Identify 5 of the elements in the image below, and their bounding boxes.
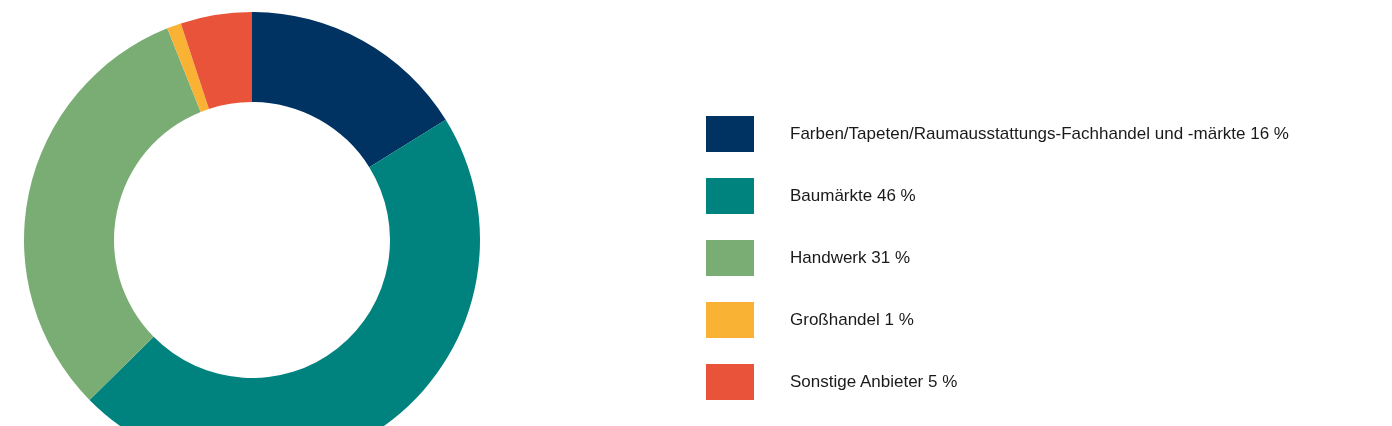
legend-label: Farben/Tapeten/Raumausstattungs-Fachhandel und -märkte 16 % [790, 124, 1289, 143]
legend-label: Baumärkte 46 % [790, 186, 916, 205]
legend-label: Großhandel 1 % [790, 310, 914, 329]
legend-label: Handwerk 31 % [790, 248, 911, 267]
legend-label: Sonstige Anbieter 5 % [790, 372, 958, 391]
